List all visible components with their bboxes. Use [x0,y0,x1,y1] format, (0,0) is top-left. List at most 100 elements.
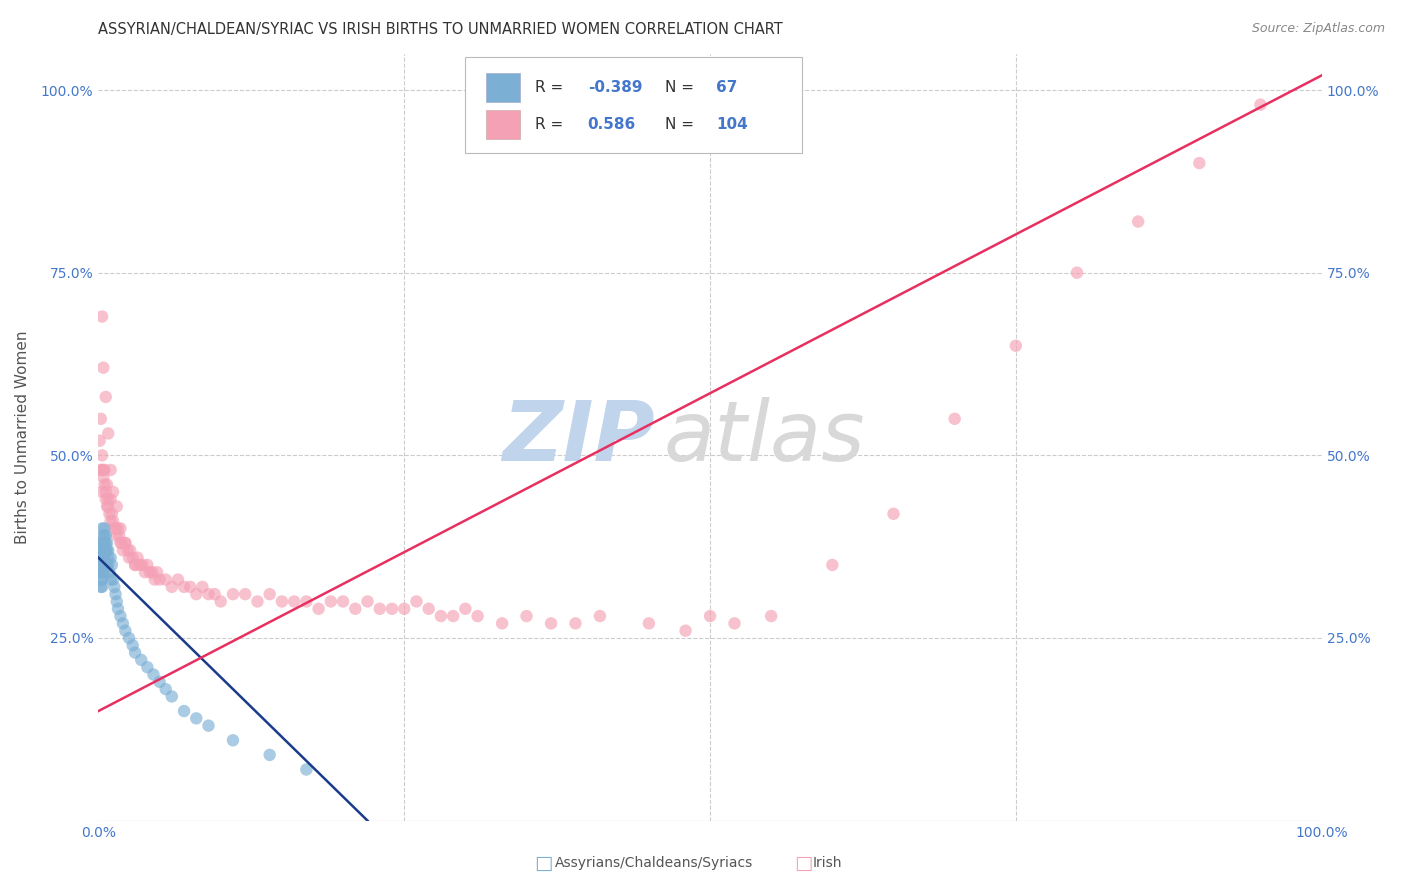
Point [883,507,905,521]
Point [90,412,112,426]
Point [540,616,562,631]
Point [91,521,114,535]
Text: Source: ZipAtlas.com: Source: ZipAtlas.com [1251,22,1385,36]
Point [124,558,146,572]
Point [89,566,111,580]
Point [91,463,114,477]
Text: Assyrians/Chaldeans/Syriacs: Assyrians/Chaldeans/Syriacs [555,856,754,871]
Point [91,536,114,550]
Point [111,536,134,550]
Point [91,566,114,580]
Point [111,543,134,558]
Point [120,543,142,558]
Point [124,646,146,660]
Point [100,550,122,565]
Point [91,360,114,375]
Text: ASSYRIAN/CHALDEAN/SYRIAC VS IRISH BIRTHS TO UNMARRIED WOMEN CORRELATION CHART: ASSYRIAN/CHALDEAN/SYRIAC VS IRISH BIRTHS… [98,22,783,37]
Point [283,594,305,608]
Point [515,609,537,624]
Point [118,631,141,645]
Point [93,521,115,535]
Point [173,580,195,594]
Point [93,558,115,572]
Text: R =: R = [536,79,568,95]
Point [93,550,115,565]
Point [222,733,245,747]
Point [104,521,127,535]
Point [418,601,440,615]
Point [637,616,661,631]
Text: Irish: Irish [813,856,842,871]
Point [94,543,117,558]
Point [97,543,120,558]
Point [89,434,111,448]
Point [319,594,342,608]
Point [90,536,112,550]
Point [131,558,153,572]
Point [91,558,114,572]
Point [89,536,111,550]
Point [136,558,159,572]
Point [91,580,114,594]
Point [105,500,128,514]
Point [129,558,152,572]
Point [368,601,391,615]
Point [467,609,489,624]
Point [101,484,124,499]
Point [97,500,120,514]
Point [91,448,114,462]
Point [173,704,195,718]
Point [155,573,177,587]
Point [179,580,201,594]
Point [723,616,745,631]
Point [699,609,721,624]
Point [149,573,172,587]
Point [96,500,118,514]
Point [108,529,131,543]
Point [94,492,117,507]
Point [356,594,378,608]
FancyBboxPatch shape [465,57,801,153]
Point [142,667,165,681]
Point [186,711,208,725]
Point [103,521,125,535]
Point [93,536,115,550]
Point [100,514,122,528]
Point [93,477,115,491]
Point [100,492,122,507]
Point [91,543,114,558]
Text: N =: N = [665,117,699,132]
Point [94,558,117,572]
Point [160,580,183,594]
Text: □: □ [534,854,553,873]
Text: R =: R = [536,117,574,132]
Point [454,601,477,615]
Point [1188,156,1211,170]
Bar [486,110,520,138]
Point [111,616,134,631]
Point [91,536,114,550]
Point [129,653,152,667]
Point [96,558,118,572]
Point [491,616,513,631]
Point [134,566,156,580]
Text: -0.389: -0.389 [588,79,643,95]
Point [246,594,269,608]
Bar [486,73,520,102]
Point [259,587,281,601]
Y-axis label: Births to Unmarried Women: Births to Unmarried Women [15,330,30,544]
Point [118,550,141,565]
Point [209,594,232,608]
Point [405,594,427,608]
Point [93,463,115,477]
Point [589,609,612,624]
Point [107,601,129,615]
Text: N =: N = [665,79,699,95]
Point [110,521,132,535]
Point [117,543,139,558]
Point [94,484,117,499]
Point [121,638,143,652]
Point [943,412,966,426]
Point [91,310,114,324]
Point [114,624,136,638]
